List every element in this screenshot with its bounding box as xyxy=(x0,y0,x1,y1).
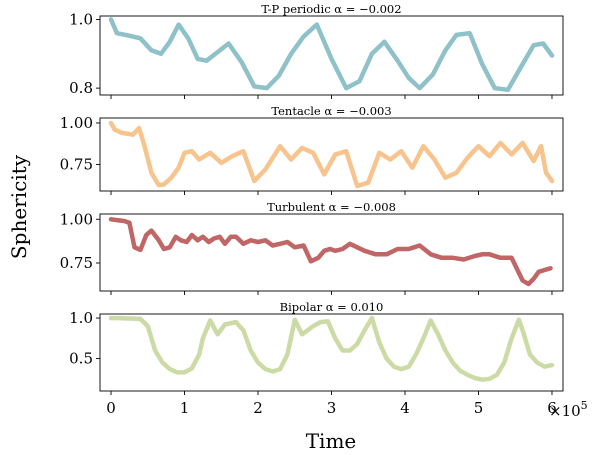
panel-1: 0.8 1.0 T-P periodic α = −0.002 xyxy=(69,2,564,99)
series-line-panel-4 xyxy=(108,315,555,382)
x-tick-label: 6 xyxy=(547,399,557,417)
series-line-panel-2 xyxy=(108,120,555,189)
panel-3: 0.75 1.00 Turbulent α = −0.008 xyxy=(60,200,564,295)
x-axis-label: Time xyxy=(306,429,357,453)
y-tick-label: 0.75 xyxy=(60,155,93,173)
series-line-panel-1 xyxy=(108,17,555,93)
series-line-panel-3 xyxy=(108,217,553,287)
panel-4: 0.5 1.0 Bipolar α = 0.010 xyxy=(69,300,564,395)
y-tick-label: 1.00 xyxy=(60,210,93,228)
panel-2: 0.75 1.00 Tentacle α = −0.003 xyxy=(60,104,564,195)
x-tick-label: 3 xyxy=(327,399,337,417)
x-axis-multiplier: ×105 xyxy=(549,399,588,420)
x-tick-label: 2 xyxy=(253,399,263,417)
y-tick-label: 1.0 xyxy=(69,10,93,28)
axes-frame xyxy=(99,213,564,292)
y-axis-label: Sphericity xyxy=(7,154,31,259)
y-tick-label: 0.5 xyxy=(69,350,93,368)
y-tick-label: 0.8 xyxy=(69,79,93,97)
x-tick-label: 0 xyxy=(106,399,116,417)
y-tick-label: 0.75 xyxy=(60,254,93,272)
x-tick-label: 1 xyxy=(180,399,190,417)
panel-title: T-P periodic α = −0.002 xyxy=(261,2,401,16)
x-tick-label: 5 xyxy=(474,399,484,417)
panel-title: Tentacle α = −0.003 xyxy=(271,104,391,118)
panel-title: Bipolar α = 0.010 xyxy=(280,300,384,314)
panel-title: Turbulent α = −0.008 xyxy=(267,200,396,214)
x-tick-label: 4 xyxy=(400,399,410,417)
y-tick-label: 1.00 xyxy=(60,114,93,132)
y-tick-label: 1.0 xyxy=(69,309,93,327)
